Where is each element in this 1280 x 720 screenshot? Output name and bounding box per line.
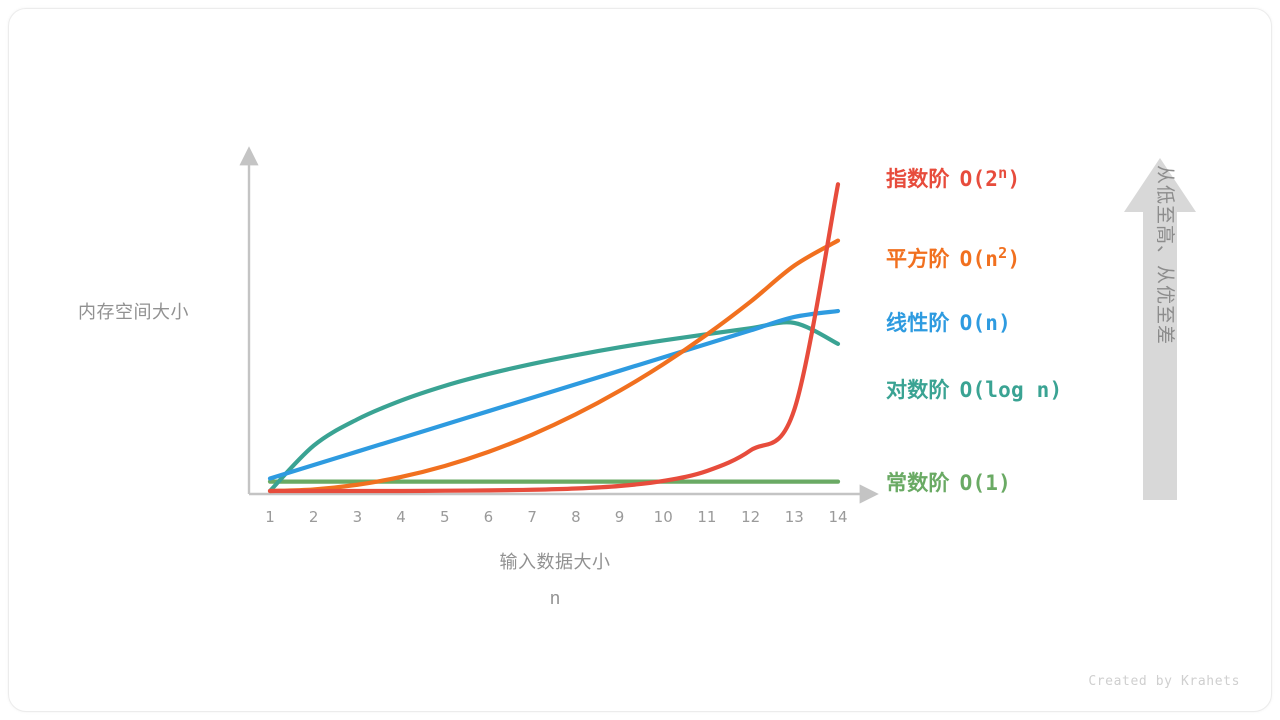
legend-item-notation: O(n2) — [959, 244, 1021, 271]
curve-3 — [267, 308, 841, 481]
y-axis-label: 内存空间大小 — [78, 302, 189, 322]
legend-item-notation: O(n) — [959, 311, 1011, 335]
legend-item-notation: O(2n) — [959, 164, 1021, 191]
legend-item-name: 对数阶 — [886, 379, 950, 402]
legend-item-2[interactable]: 平方阶 O(n2) — [886, 243, 1020, 273]
x-tick-2: 2 — [308, 508, 319, 526]
curve-group — [267, 182, 841, 494]
legend-item-name: 指数阶 — [886, 168, 950, 191]
x-tick-12: 12 — [741, 508, 761, 526]
x-tick-5: 5 — [439, 508, 450, 526]
x-tick-6: 6 — [483, 508, 494, 526]
legend-item-3[interactable]: 线性阶 O(n) — [886, 307, 1011, 337]
x-tick-7: 7 — [527, 508, 537, 526]
credit-text: Created by Krahets — [1088, 674, 1240, 689]
x-tick-3: 3 — [352, 508, 363, 526]
x-tick-10: 10 — [653, 508, 673, 526]
legend-item-name: 平方阶 — [886, 248, 950, 271]
x-axis-label: 输入数据大小 — [499, 552, 611, 572]
legend-item-exponent: 2 — [998, 244, 1008, 262]
curve-4 — [267, 320, 841, 494]
curve-1 — [267, 182, 841, 494]
legend-item-1[interactable]: 指数阶 O(2n) — [886, 163, 1020, 193]
x-tick-8: 8 — [571, 508, 581, 526]
legend-item-5[interactable]: 常数阶 O(1) — [886, 467, 1011, 497]
x-axis-label-variable: n — [549, 588, 560, 608]
legend-item-name: 线性阶 — [886, 312, 950, 335]
x-tick-14: 14 — [828, 508, 848, 526]
quality-arrow-icon — [1124, 158, 1196, 500]
x-tick-13: 13 — [784, 508, 804, 526]
x-tick-1: 1 — [265, 508, 275, 526]
x-tick-9: 9 — [614, 508, 625, 526]
curve-2 — [267, 238, 841, 494]
quality-arrow-label: 从低至高、从优至差 — [1154, 165, 1175, 346]
legend-item-notation: O(1) — [959, 471, 1011, 495]
legend-item-notation: O(log n) — [959, 378, 1063, 402]
x-tick-11: 11 — [697, 508, 717, 526]
figure-card — [8, 8, 1272, 712]
legend-item-4[interactable]: 对数阶 O(log n) — [886, 374, 1062, 404]
legend-item-name: 常数阶 — [886, 472, 950, 495]
legend-item-exponent: n — [998, 164, 1008, 182]
x-tick-4: 4 — [396, 508, 406, 526]
